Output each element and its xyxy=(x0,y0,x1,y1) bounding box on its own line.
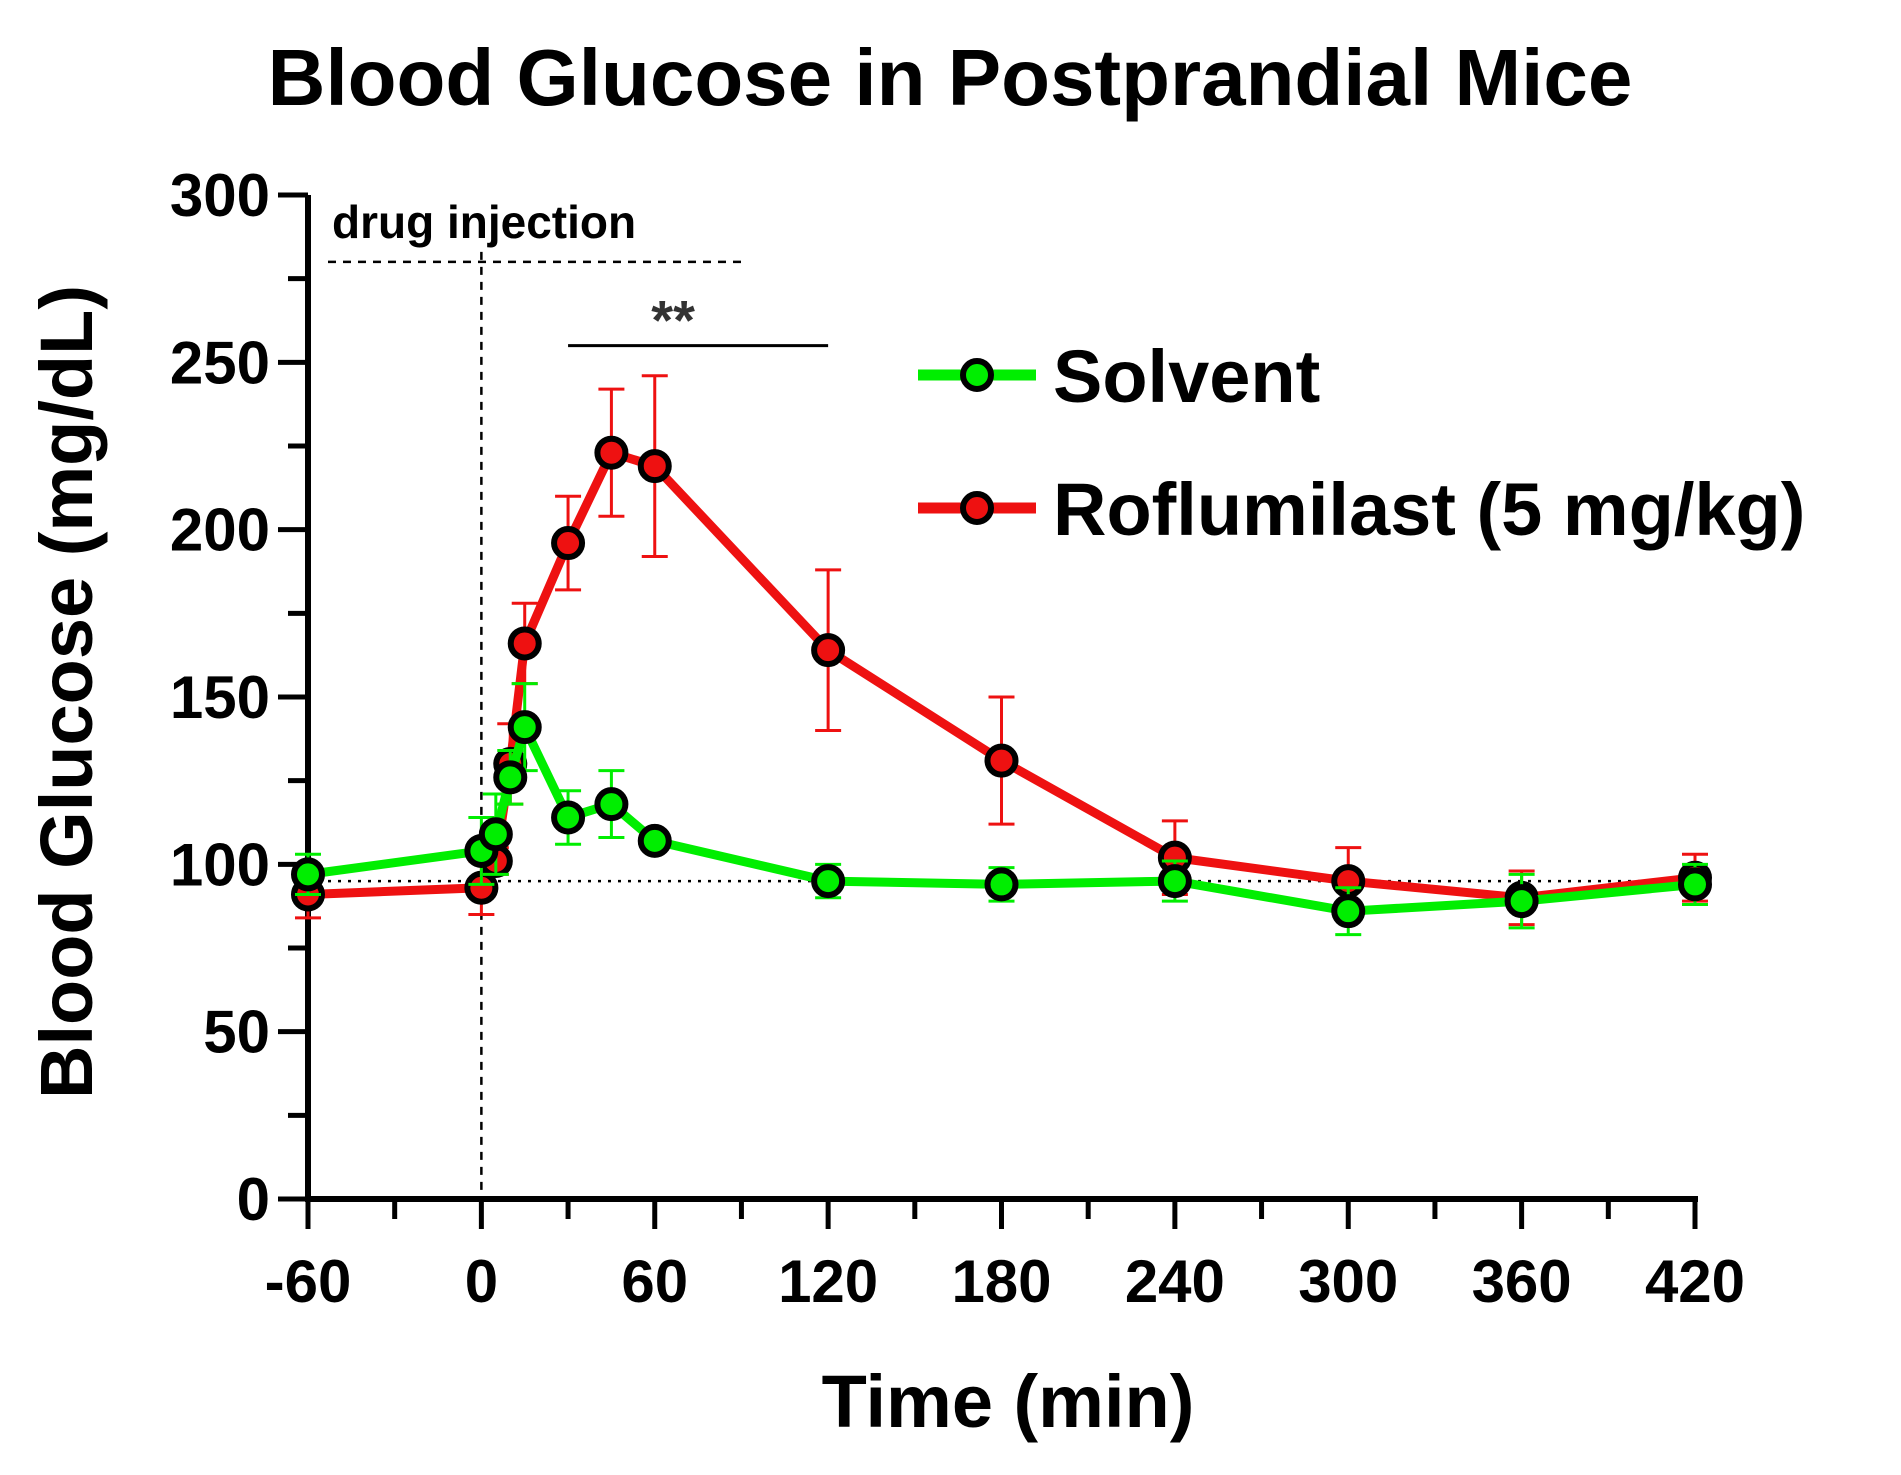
data-point xyxy=(493,760,528,795)
y-tick-label: 300 xyxy=(170,162,270,229)
y-tick-label: 250 xyxy=(170,329,270,396)
legend-label: Roflumilast (5 mg/kg) xyxy=(1053,468,1805,551)
x-tick-label: 300 xyxy=(1298,1248,1398,1315)
series-solvent xyxy=(291,682,1712,937)
injection-label: drug injection xyxy=(332,196,636,248)
y-tick-label: 150 xyxy=(170,664,270,731)
x-tick-label: 180 xyxy=(951,1248,1051,1315)
data-point xyxy=(1678,867,1712,902)
y-axis-title: Blood Glucose (mg/dL) xyxy=(25,285,108,1099)
y-tick-label: 50 xyxy=(203,999,270,1066)
legend-swatch-marker xyxy=(960,358,994,392)
data-point xyxy=(551,526,586,561)
x-tick-label: 60 xyxy=(621,1248,688,1315)
data-point xyxy=(811,864,846,899)
axes: 0 50 100 150 200 250 300 -60 0 60 120 180 240 300 360 4… xyxy=(170,162,1745,1315)
x-tick-label: -60 xyxy=(265,1248,352,1315)
chart-title: Blood Glucose in Postprandial Mice xyxy=(268,33,1633,122)
data-point xyxy=(637,823,672,858)
data-point xyxy=(984,743,1019,778)
data-point xyxy=(551,800,586,835)
data-point xyxy=(594,435,629,470)
legend-swatch-marker xyxy=(960,491,994,525)
data-point xyxy=(1157,864,1192,899)
reference-lines xyxy=(308,251,1695,1199)
data-point xyxy=(594,787,629,822)
legend: Solvent Roflumilast (5 mg/kg) xyxy=(918,335,1805,551)
y-tick-label: 0 xyxy=(237,1166,270,1233)
series xyxy=(291,374,1712,937)
data-point xyxy=(1504,884,1539,919)
data-point xyxy=(1331,894,1366,929)
annotations: drug injection ** xyxy=(328,196,829,352)
data-point xyxy=(637,449,672,484)
data-point xyxy=(507,710,542,745)
x-tick-label: 0 xyxy=(465,1248,498,1315)
data-point xyxy=(507,626,542,661)
x-tick-label: 360 xyxy=(1472,1248,1572,1315)
y-tick-label: 100 xyxy=(170,831,270,898)
x-tick-label: 240 xyxy=(1125,1248,1225,1315)
x-tick-label: 420 xyxy=(1645,1248,1745,1315)
data-point xyxy=(478,817,513,852)
data-point xyxy=(811,633,846,668)
legend-label: Solvent xyxy=(1053,335,1320,418)
data-point xyxy=(984,867,1019,902)
y-tick-label: 200 xyxy=(170,497,270,564)
data-point xyxy=(291,857,325,892)
x-axis-title: Time (min) xyxy=(822,1360,1195,1443)
significance-label: ** xyxy=(651,289,695,352)
x-tick-label: 120 xyxy=(778,1248,878,1315)
